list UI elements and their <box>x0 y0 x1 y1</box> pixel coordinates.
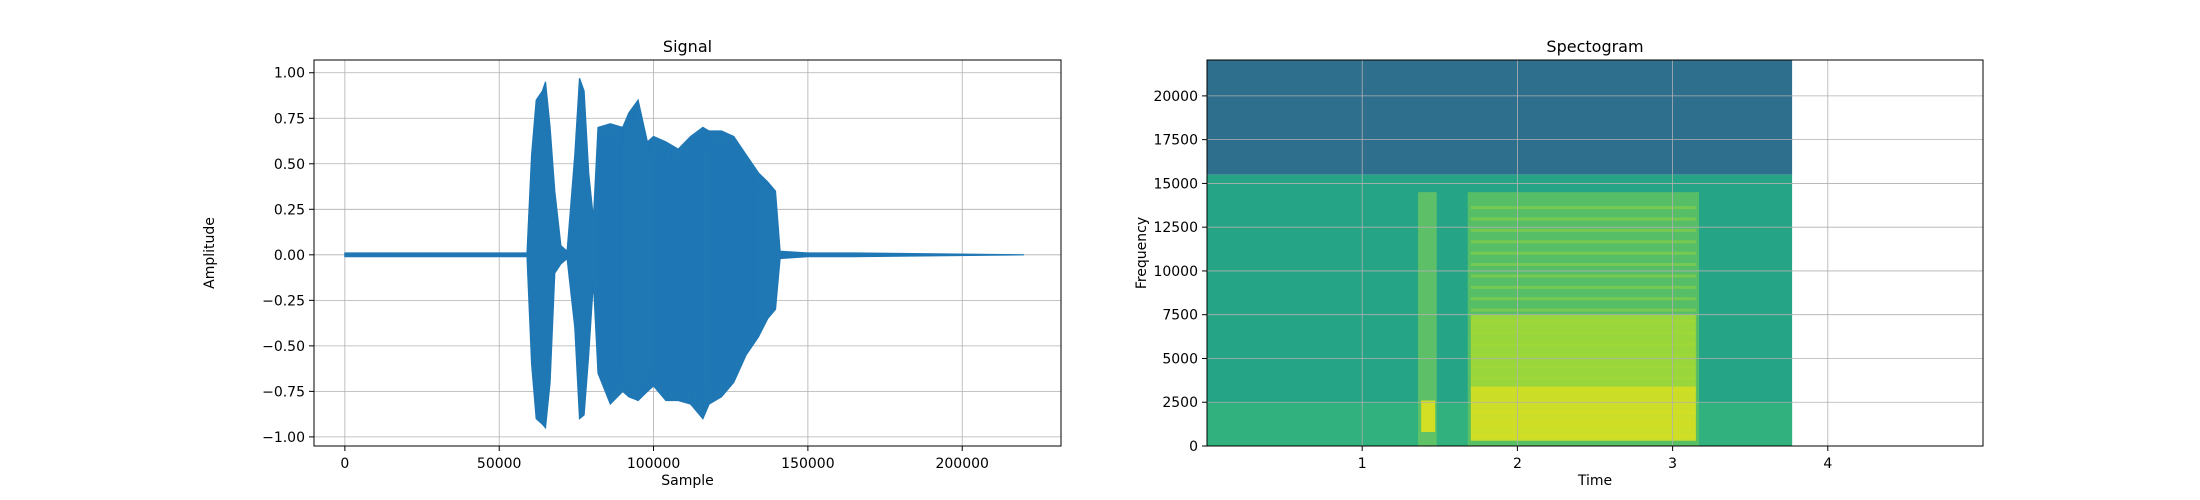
signal-xtick-label: 150000 <box>781 456 834 472</box>
signal-ytick-label: −0.25 <box>262 293 305 309</box>
spectrogram-axes-frame <box>1206 59 1984 447</box>
signal-ytick-label: −0.50 <box>262 339 305 355</box>
signal-xtick-label: 200000 <box>935 456 988 472</box>
spectrogram-ytick-label: 10000 <box>1153 264 1198 280</box>
spectrogram-ytick-label: 15000 <box>1153 176 1198 192</box>
spectrogram-ytick-label: 5000 <box>1162 351 1198 367</box>
signal-ytick-label: 1.00 <box>274 66 305 82</box>
signal-panel: 0 50000 100000 150000 200000 1.00 0.75 0.50 0.25… <box>202 37 1062 489</box>
spectrogram-xtick-label: 3 <box>1668 456 1677 472</box>
spectrogram-ytick-label: 2500 <box>1162 395 1198 411</box>
spectrogram-band <box>1207 60 1793 175</box>
spectrogram-active-segment <box>1418 192 1437 446</box>
spectrogram-hot-region <box>1421 400 1436 432</box>
spectrogram-harmonic-stripe <box>1470 228 1696 232</box>
spectrogram-panel: 1 2 3 4 0 2500 5000 7500 10000 12500 15000 17500 200… <box>1134 37 1984 489</box>
signal-ytick-label: −1.00 <box>262 430 305 446</box>
spectrogram-harmonic-stripe <box>1470 217 1696 221</box>
signal-xtick-label: 50000 <box>477 456 522 472</box>
spectrogram-hot-region <box>1470 386 1696 441</box>
signal-axes-frame <box>313 59 1062 447</box>
signal-ytick-label: 0.25 <box>274 202 305 218</box>
spectrogram-harmonic-stripe <box>1470 251 1696 255</box>
signal-title: Signal <box>663 37 712 56</box>
signal-ytick-label: −0.75 <box>262 384 305 400</box>
spectrogram-ylabel: Frequency <box>1134 217 1150 289</box>
spectrogram-harmonic-stripe <box>1470 263 1696 267</box>
signal-waveform-texture <box>344 85 1008 426</box>
spectrogram-harmonic-stripe <box>1470 297 1696 301</box>
spectrogram-title: Spectogram <box>1546 37 1643 56</box>
spectrogram-ytick-label: 7500 <box>1162 308 1198 324</box>
spectrogram-harmonic-stripe <box>1470 285 1696 289</box>
spectrogram-harmonic-stripe <box>1470 274 1696 278</box>
spectrogram-xlabel: Time <box>1577 473 1612 489</box>
signal-xlabel: Sample <box>661 473 714 489</box>
signal-xtick-label: 0 <box>340 456 349 472</box>
spectrogram-ytick-label: 20000 <box>1153 89 1198 105</box>
spectrogram-ytick-label: 17500 <box>1153 133 1198 149</box>
spectrogram-ytick-label: 12500 <box>1153 220 1198 236</box>
spectrogram-xtick-label: 2 <box>1513 456 1522 472</box>
spectrogram-hot-region <box>1470 314 1696 387</box>
signal-ytick-label: 0.75 <box>274 111 305 127</box>
signal-ylabel: Amplitude <box>202 217 218 289</box>
signal-ytick-label: 0.00 <box>274 248 305 264</box>
spectrogram-ytick-label: 0 <box>1189 439 1198 455</box>
spectrogram-harmonic-stripe <box>1470 240 1696 244</box>
signal-ytick-label: 0.50 <box>274 157 305 173</box>
signal-xtick-label: 100000 <box>627 456 680 472</box>
spectrogram-xtick-label: 4 <box>1823 456 1832 472</box>
spectrogram-xtick-label: 1 <box>1358 456 1367 472</box>
spectrogram-harmonic-stripe <box>1470 206 1696 210</box>
spectrogram-harmonic-stripe <box>1470 308 1696 312</box>
